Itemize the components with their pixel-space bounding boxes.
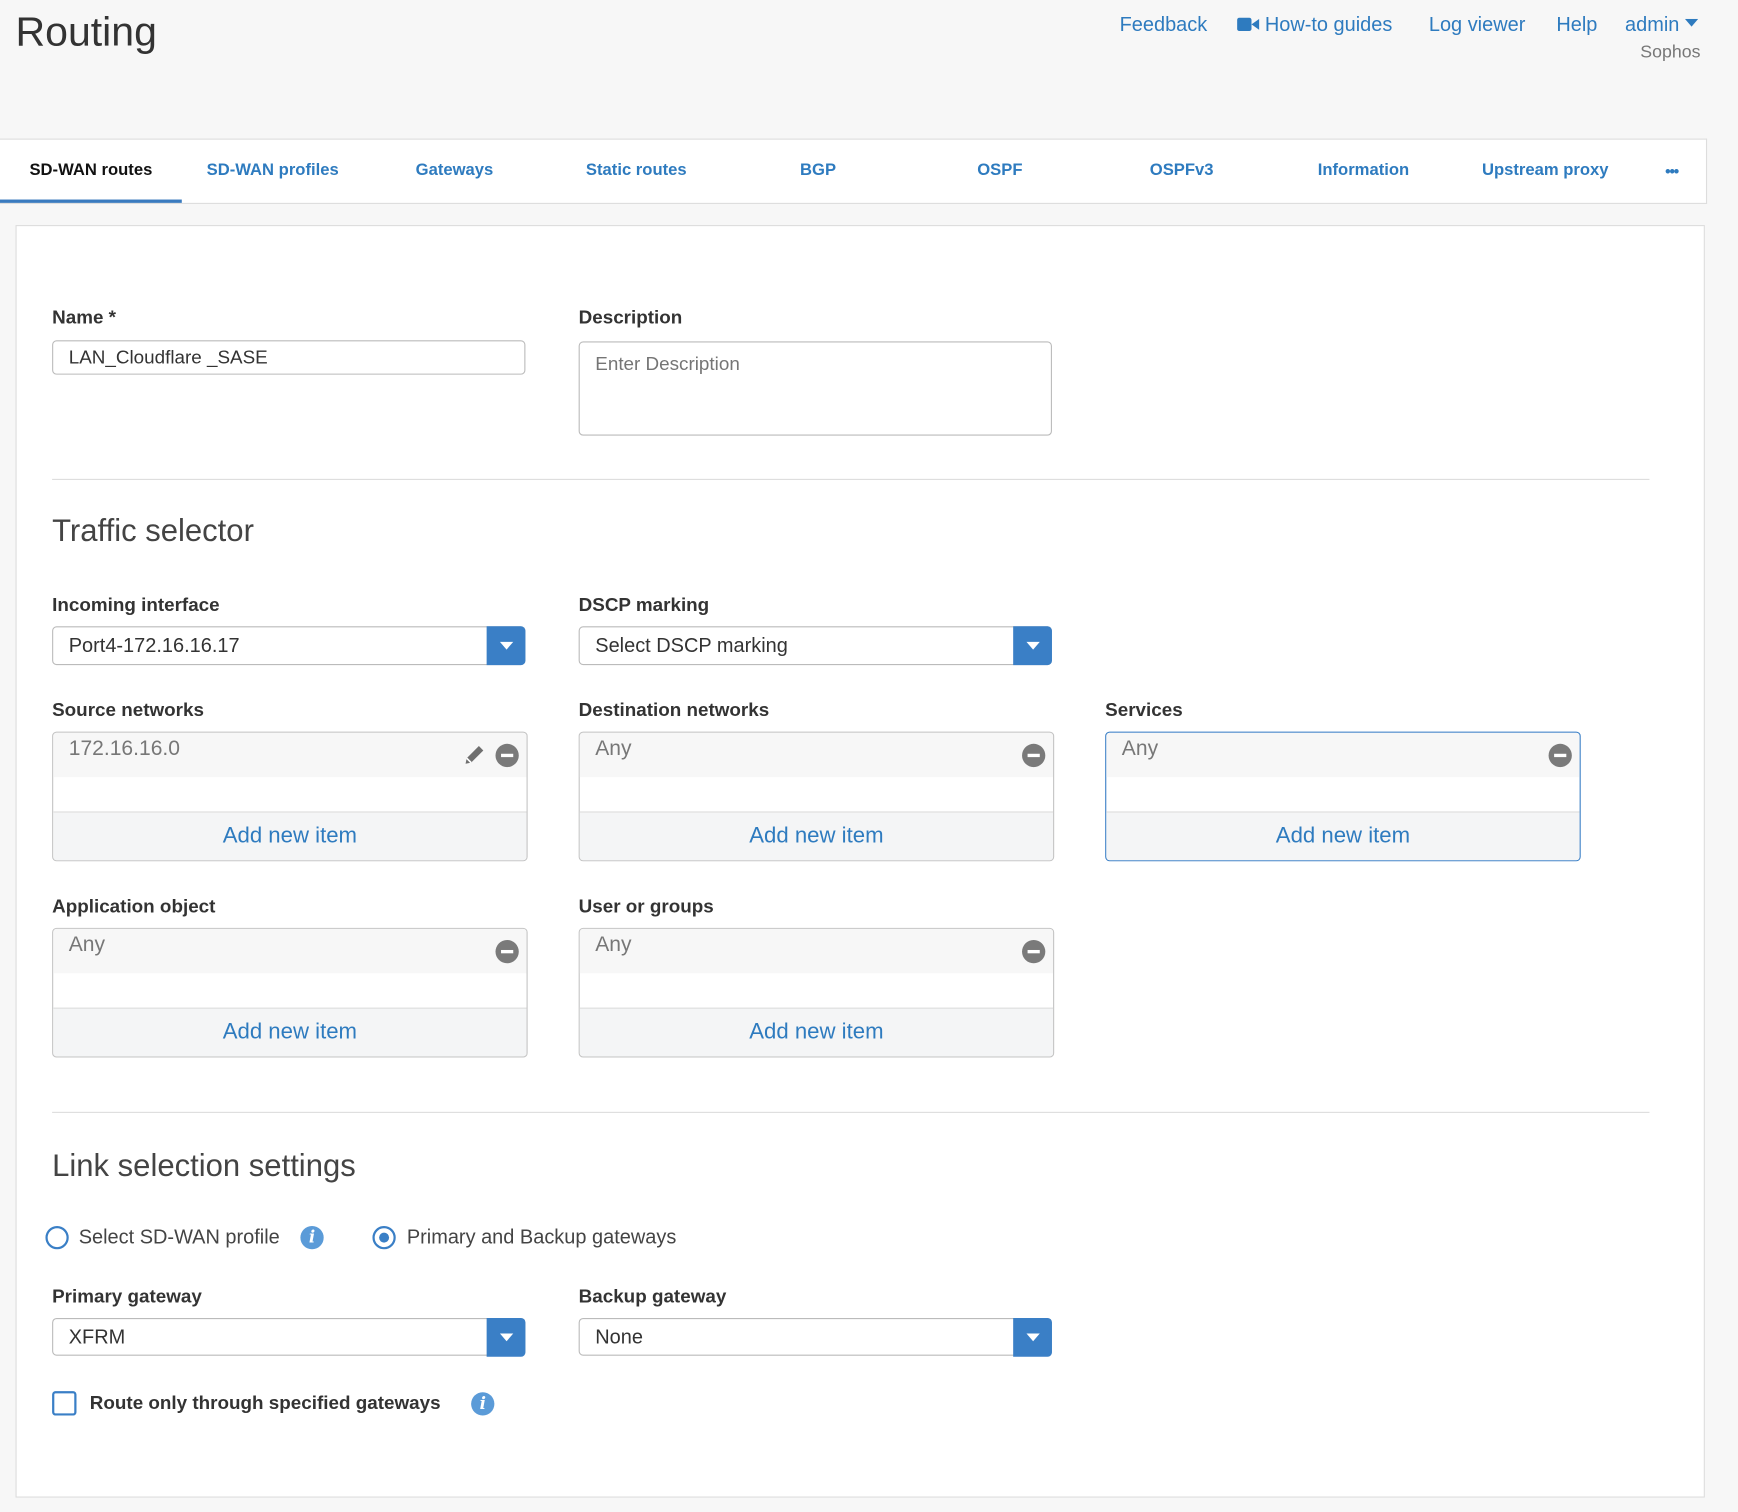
route-only-checkbox[interactable] [52, 1391, 77, 1416]
description-input[interactable] [578, 341, 1052, 436]
remove-icon[interactable] [1022, 940, 1046, 964]
dropdown-arrow-icon[interactable] [486, 1318, 526, 1357]
tab-bar: SD-WAN routes SD-WAN profiles Gateways S… [0, 138, 1708, 204]
remove-icon[interactable] [495, 743, 519, 768]
remove-icon[interactable] [495, 940, 519, 964]
primary-gateway-label: Primary gateway [52, 1285, 202, 1307]
divider [52, 478, 1650, 480]
list-item: Any [1106, 732, 1580, 778]
source-networks-list: 172.16.16.0 Add new item [52, 731, 528, 862]
services-list: Any Add new item [1105, 731, 1581, 862]
admin-menu[interactable]: admin [1625, 13, 1699, 36]
page-title: Routing [15, 8, 157, 55]
dropdown-arrow-icon[interactable] [486, 626, 526, 666]
tab-gateways[interactable]: Gateways [415, 160, 494, 180]
tab-sdwan-profiles[interactable]: SD-WAN profiles [206, 160, 339, 180]
link-selection-heading: Link selection settings [52, 1148, 356, 1183]
more-tabs-icon[interactable]: ••• [1665, 161, 1679, 180]
remove-icon[interactable] [1548, 743, 1572, 768]
backup-gateway-select[interactable]: None [578, 1318, 1052, 1357]
tab-upstream-proxy[interactable]: Upstream proxy [1481, 160, 1609, 180]
feedback-link[interactable]: Feedback [1119, 13, 1208, 36]
user-groups-list: Any Add new item [578, 927, 1055, 1058]
caret-down-icon [1684, 18, 1699, 27]
list-item: 172.16.16.0 [53, 732, 527, 778]
add-new-item-button[interactable]: Add new item [1106, 811, 1580, 861]
tab-ospfv3[interactable]: OSPFv3 [1149, 160, 1214, 180]
dscp-label: DSCP marking [578, 594, 710, 616]
add-new-item-button[interactable]: Add new item [579, 1007, 1054, 1057]
services-label: Services [1105, 699, 1183, 721]
list-item: Any [579, 928, 1054, 974]
divider [52, 1111, 1650, 1113]
application-object-value: Any [68, 933, 106, 957]
organization-name: Sophos [1640, 43, 1701, 63]
list-item: Any [579, 732, 1054, 778]
dropdown-arrow-icon[interactable] [1013, 1318, 1052, 1357]
dropdown-arrow-icon[interactable] [1013, 626, 1052, 666]
pencil-icon[interactable] [462, 743, 486, 767]
radio-select-sdwan-profile-label[interactable]: Select SD-WAN profile [78, 1226, 280, 1249]
info-icon[interactable]: i [300, 1226, 324, 1250]
application-object-label: Application object [52, 895, 216, 917]
video-camera-icon [1237, 17, 1260, 32]
backup-gateway-value: None [595, 1325, 643, 1348]
dscp-value: Select DSCP marking [595, 634, 788, 657]
destination-network-value: Any [595, 737, 632, 761]
add-new-item-button[interactable]: Add new item [53, 811, 527, 861]
traffic-selector-heading: Traffic selector [52, 513, 254, 548]
howto-guides-link[interactable]: How-to guides [1237, 13, 1392, 36]
add-new-item-button[interactable]: Add new item [579, 811, 1054, 861]
description-label: Description [578, 307, 683, 329]
backup-gateway-label: Backup gateway [578, 1285, 727, 1307]
primary-gateway-select[interactable]: XFRM [52, 1318, 526, 1357]
admin-label: admin [1625, 13, 1680, 36]
incoming-interface-select[interactable]: Port4-172.16.16.17 [52, 626, 526, 666]
tab-sdwan-routes[interactable]: SD-WAN routes [0, 140, 182, 203]
user-groups-label: User or groups [578, 895, 714, 917]
name-label: Name * [52, 307, 116, 329]
incoming-interface-value: Port4-172.16.16.17 [68, 634, 240, 657]
user-groups-value: Any [595, 933, 632, 957]
source-networks-label: Source networks [52, 699, 204, 721]
radio-primary-backup-gateways-label[interactable]: Primary and Backup gateways [406, 1226, 677, 1249]
radio-select-sdwan-profile[interactable] [45, 1226, 69, 1250]
incoming-interface-label: Incoming interface [52, 594, 220, 616]
tab-ospf[interactable]: OSPF [977, 160, 1023, 180]
service-value: Any [1121, 737, 1159, 761]
name-input[interactable] [52, 340, 526, 375]
destination-networks-list: Any Add new item [578, 731, 1055, 862]
info-icon[interactable]: i [471, 1392, 495, 1416]
tab-static-routes[interactable]: Static routes [585, 160, 687, 180]
destination-networks-label: Destination networks [578, 699, 770, 721]
tab-bgp[interactable]: BGP [800, 160, 837, 180]
source-network-value: 172.16.16.0 [68, 737, 180, 761]
list-item: Any [53, 928, 527, 974]
dscp-select[interactable]: Select DSCP marking [578, 626, 1052, 666]
radio-primary-backup-gateways[interactable] [372, 1226, 396, 1250]
help-link[interactable]: Help [1556, 13, 1598, 36]
application-object-list: Any Add new item [52, 927, 528, 1058]
primary-gateway-value: XFRM [68, 1325, 126, 1348]
route-only-label[interactable]: Route only through specified gateways [89, 1392, 441, 1414]
howto-guides-label: How-to guides [1264, 13, 1393, 36]
log-viewer-link[interactable]: Log viewer [1428, 13, 1526, 36]
tab-information[interactable]: Information [1317, 160, 1410, 180]
remove-icon[interactable] [1022, 743, 1046, 768]
add-new-item-button[interactable]: Add new item [53, 1007, 527, 1057]
